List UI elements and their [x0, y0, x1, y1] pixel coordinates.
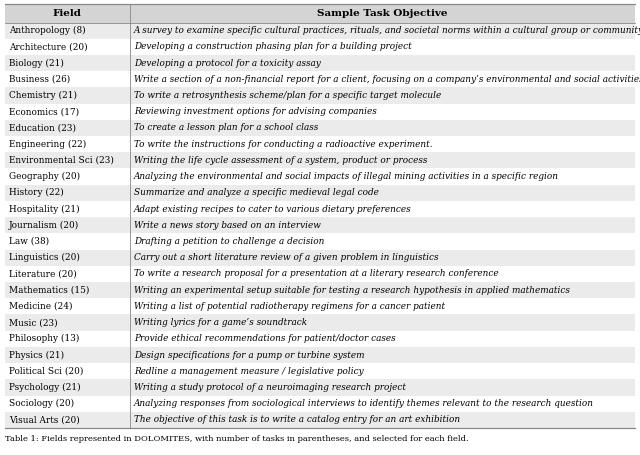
Text: To write a retrosynthesis scheme/plan for a specific target molecule: To write a retrosynthesis scheme/plan fo…: [134, 91, 441, 100]
Text: Developing a construction phasing plan for a building project: Developing a construction phasing plan f…: [134, 42, 412, 51]
Text: To create a lesson plan for a school class: To create a lesson plan for a school cla…: [134, 123, 318, 132]
Text: Table 1: Fields represented in DOLOMITES, with number of tasks in parentheses, a: Table 1: Fields represented in DOLOMITES…: [5, 435, 468, 443]
Text: Drafting a petition to challenge a decision: Drafting a petition to challenge a decis…: [134, 237, 324, 246]
Text: Writing the life cycle assessment of a system, product or process: Writing the life cycle assessment of a s…: [134, 156, 427, 165]
Bar: [5, 168, 635, 185]
Text: Writing an experimental setup suitable for testing a research hypothesis in appl: Writing an experimental setup suitable f…: [134, 286, 570, 295]
Text: To write a research proposal for a presentation at a literary research conferenc: To write a research proposal for a prese…: [134, 269, 499, 278]
Text: Carry out a short literature review of a given problem in linguistics: Carry out a short literature review of a…: [134, 253, 438, 262]
Bar: [5, 22, 635, 39]
Bar: [5, 363, 635, 379]
Text: Literature (20): Literature (20): [9, 269, 77, 278]
Text: Writing lyrics for a game’s soundtrack: Writing lyrics for a game’s soundtrack: [134, 318, 307, 327]
Bar: [5, 71, 635, 87]
Bar: [5, 55, 635, 71]
Bar: [5, 314, 635, 331]
Bar: [5, 39, 635, 55]
Text: The objective of this task is to write a catalog entry for an art exhibition: The objective of this task is to write a…: [134, 415, 460, 425]
Text: Architecture (20): Architecture (20): [9, 42, 88, 51]
Text: Sociology (20): Sociology (20): [9, 399, 74, 408]
Text: Medicine (24): Medicine (24): [9, 302, 72, 311]
Text: Engineering (22): Engineering (22): [9, 140, 86, 149]
Text: Reviewing investment options for advising companies: Reviewing investment options for advisin…: [134, 107, 376, 116]
Text: Redline a management measure / legislative policy: Redline a management measure / legislati…: [134, 367, 364, 376]
Text: Design specifications for a pump or turbine system: Design specifications for a pump or turb…: [134, 350, 364, 359]
Bar: [5, 282, 635, 298]
Text: To write the instructions for conducting a radioactive experiment.: To write the instructions for conducting…: [134, 140, 433, 149]
Bar: [5, 201, 635, 217]
Text: Chemistry (21): Chemistry (21): [9, 91, 77, 100]
Text: Writing a list of potential radiotherapy regimens for a cancer patient: Writing a list of potential radiotherapy…: [134, 302, 445, 311]
Bar: [5, 217, 635, 233]
Bar: [5, 379, 635, 395]
Text: Write a news story based on an interview: Write a news story based on an interview: [134, 221, 321, 230]
Text: Visual Arts (20): Visual Arts (20): [9, 415, 80, 425]
Text: History (22): History (22): [9, 188, 64, 197]
Bar: [5, 298, 635, 314]
Text: Economics (17): Economics (17): [9, 107, 79, 116]
Text: Philosophy (13): Philosophy (13): [9, 334, 79, 344]
Bar: [5, 347, 635, 363]
Text: Sample Task Objective: Sample Task Objective: [317, 9, 447, 18]
Text: Write a section of a non-financial report for a client, focusing on a company’s : Write a section of a non-financial repor…: [134, 75, 640, 84]
Bar: [5, 120, 635, 136]
Text: Developing a protocol for a toxicity assay: Developing a protocol for a toxicity ass…: [134, 59, 321, 67]
Bar: [5, 412, 635, 428]
Bar: [5, 87, 635, 104]
Text: Biology (21): Biology (21): [9, 59, 64, 68]
Text: A survey to examine specific cultural practices, rituals, and societal norms wit: A survey to examine specific cultural pr…: [134, 26, 640, 35]
Text: Adapt existing recipes to cater to various dietary preferences: Adapt existing recipes to cater to vario…: [134, 205, 412, 213]
Bar: [5, 4, 635, 22]
Text: Music (23): Music (23): [9, 318, 58, 327]
Text: Linguistics (20): Linguistics (20): [9, 253, 80, 262]
Bar: [5, 266, 635, 282]
Text: Political Sci (20): Political Sci (20): [9, 367, 83, 376]
Bar: [5, 136, 635, 152]
Bar: [5, 185, 635, 201]
Text: Hospitality (21): Hospitality (21): [9, 204, 79, 213]
Text: Mathematics (15): Mathematics (15): [9, 286, 90, 295]
Text: Geography (20): Geography (20): [9, 172, 80, 181]
Text: Journalism (20): Journalism (20): [9, 221, 79, 230]
Text: Environmental Sci (23): Environmental Sci (23): [9, 156, 114, 165]
Text: Writing a study protocol of a neuroimaging research project: Writing a study protocol of a neuroimagi…: [134, 383, 406, 392]
Text: Physics (21): Physics (21): [9, 350, 64, 359]
Text: Analyzing the environmental and social impacts of illegal mining activities in a: Analyzing the environmental and social i…: [134, 172, 559, 181]
Bar: [5, 395, 635, 412]
Text: Education (23): Education (23): [9, 123, 76, 132]
Text: Analyzing responses from sociological interviews to identify themes relevant to : Analyzing responses from sociological in…: [134, 399, 594, 408]
Bar: [5, 104, 635, 120]
Text: Anthropology (8): Anthropology (8): [9, 26, 86, 35]
Text: Business (26): Business (26): [9, 75, 70, 84]
Bar: [5, 331, 635, 347]
Text: Provide ethical recommendations for patient/doctor cases: Provide ethical recommendations for pati…: [134, 334, 396, 343]
Bar: [5, 250, 635, 266]
Text: Summarize and analyze a specific medieval legal code: Summarize and analyze a specific medieva…: [134, 188, 379, 197]
Bar: [5, 233, 635, 250]
Text: Field: Field: [53, 9, 82, 18]
Text: Psychology (21): Psychology (21): [9, 383, 81, 392]
Bar: [5, 152, 635, 168]
Text: Law (38): Law (38): [9, 237, 49, 246]
